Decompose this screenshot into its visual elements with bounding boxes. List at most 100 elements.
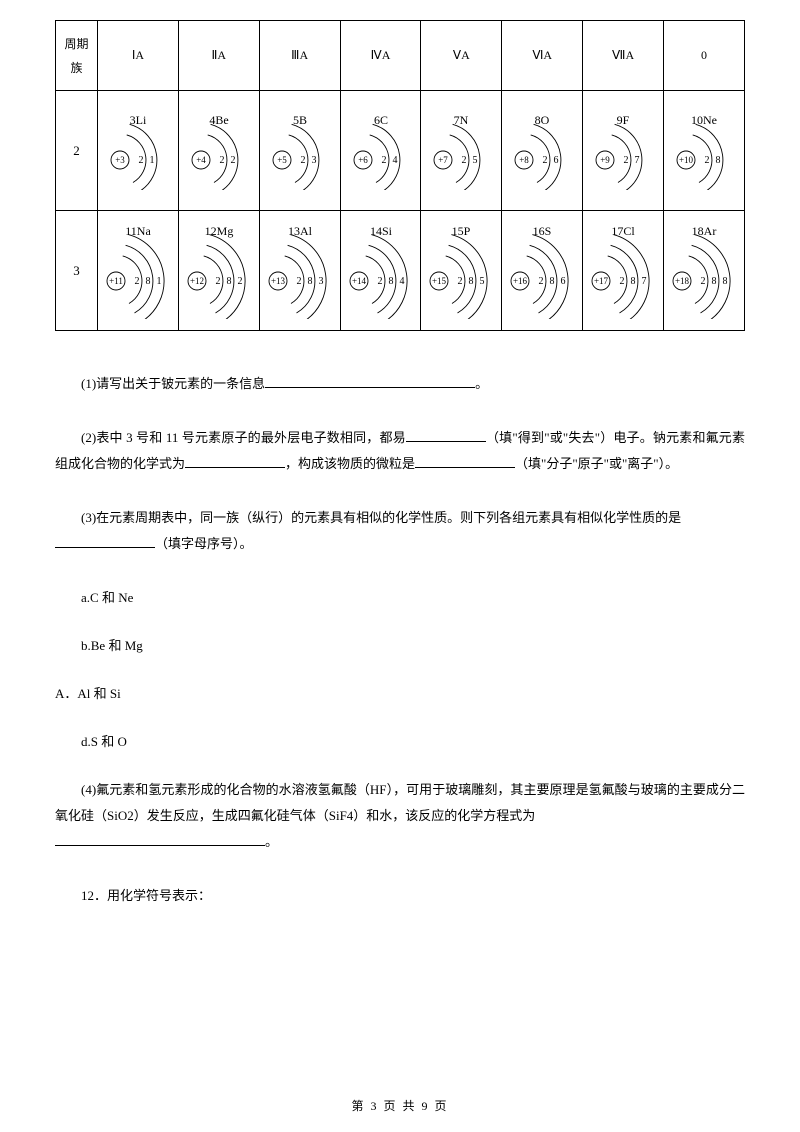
- svg-text:2: 2: [462, 155, 467, 166]
- element-cell: 16S +16 286: [502, 211, 583, 331]
- svg-text:2: 2: [539, 276, 544, 287]
- svg-text:+9: +9: [600, 155, 610, 165]
- group-header: ⅦA: [583, 21, 664, 91]
- svg-text:+10: +10: [679, 155, 694, 165]
- blank: [265, 375, 475, 388]
- svg-text:4: 4: [392, 155, 397, 166]
- atom-diagram: 6C +6 24: [345, 112, 417, 190]
- atom-diagram: 5B +5 23: [264, 112, 336, 190]
- svg-text:+3: +3: [115, 155, 125, 165]
- header-corner: 周期 族: [56, 21, 98, 91]
- svg-text:+16: +16: [513, 276, 528, 286]
- group-header: ⅣA: [340, 21, 421, 91]
- svg-text:2: 2: [138, 155, 143, 166]
- svg-text:6C: 6C: [373, 113, 387, 127]
- svg-text:7: 7: [642, 276, 647, 287]
- svg-text:+17: +17: [594, 276, 609, 286]
- svg-text:5: 5: [480, 276, 485, 287]
- svg-text:+5: +5: [277, 155, 287, 165]
- atom-diagram: 12Mg +12 282: [183, 223, 255, 319]
- svg-text:8: 8: [307, 276, 312, 287]
- element-cell: 6C +6 24: [340, 91, 421, 211]
- group-header: ⅢA: [259, 21, 340, 91]
- group-header: ⅡA: [178, 21, 259, 91]
- svg-text:+14: +14: [351, 276, 366, 286]
- svg-text:6: 6: [554, 155, 559, 166]
- svg-text:5B: 5B: [293, 113, 307, 127]
- question-1: (1)请写出关于铍元素的一条信息。: [55, 371, 745, 397]
- element-cell: 9F +9 27: [583, 91, 664, 211]
- atom-diagram: 10Ne +10 28: [668, 112, 740, 190]
- atom-diagram: 17Cl +17 287: [587, 223, 659, 319]
- svg-text:8: 8: [716, 155, 721, 166]
- atom-diagram: 8O +8 26: [506, 112, 578, 190]
- question-3-line1: (3)在元素周期表中，同一族（纵行）的元素具有相似的化学性质。则下列各组元素具有…: [55, 505, 745, 531]
- atom-diagram: 7N +7 25: [425, 112, 497, 190]
- element-cell: 18Ar +18 288: [664, 211, 745, 331]
- svg-text:2: 2: [237, 276, 242, 287]
- group-header: ⅠA: [98, 21, 179, 91]
- svg-text:8: 8: [145, 276, 150, 287]
- option-b: b.Be 和 Mg: [55, 633, 745, 659]
- element-cell: 10Ne +10 28: [664, 91, 745, 211]
- svg-text:6: 6: [561, 276, 566, 287]
- svg-text:11Na: 11Na: [125, 224, 151, 238]
- group-header: 0: [664, 21, 745, 91]
- svg-text:17Cl: 17Cl: [611, 224, 635, 238]
- element-cell: 17Cl +17 287: [583, 211, 664, 331]
- option-c: A．Al 和 Si: [55, 681, 745, 707]
- svg-text:2: 2: [230, 155, 235, 166]
- svg-text:2: 2: [300, 155, 305, 166]
- group-header: ⅤA: [421, 21, 502, 91]
- svg-text:2: 2: [219, 155, 224, 166]
- svg-text:3: 3: [311, 155, 316, 166]
- page-footer: 第 3 页 共 9 页: [0, 1097, 800, 1114]
- blank: [55, 535, 155, 548]
- svg-text:8: 8: [226, 276, 231, 287]
- group-header: ⅥA: [502, 21, 583, 91]
- atom-diagram: 9F +9 27: [587, 112, 659, 190]
- period-row: 2 3Li +3 21 4Be +4 22 5B +5 23 6C +6 24 …: [56, 91, 745, 211]
- element-cell: 15P +15 285: [421, 211, 502, 331]
- option-d: d.S 和 O: [55, 729, 745, 755]
- atom-diagram: 11Na +11 281: [102, 223, 174, 319]
- question-4: (4)氟元素和氢元素形成的化合物的水溶液氢氟酸（HF），可用于玻璃雕刻，其主要原…: [55, 777, 745, 829]
- element-cell: 8O +8 26: [502, 91, 583, 211]
- svg-text:2: 2: [296, 276, 301, 287]
- atom-diagram: 3Li +3 21: [102, 112, 174, 190]
- question-3-line2: （填字母序号）。: [55, 531, 745, 557]
- svg-text:+12: +12: [190, 276, 204, 286]
- svg-text:7: 7: [635, 155, 640, 166]
- svg-text:2: 2: [458, 276, 463, 287]
- svg-text:2: 2: [543, 155, 548, 166]
- element-cell: 3Li +3 21: [98, 91, 179, 211]
- atom-diagram: 4Be +4 22: [183, 112, 255, 190]
- svg-text:+11: +11: [109, 276, 123, 286]
- option-a: a.C 和 Ne: [55, 585, 745, 611]
- element-cell: 13Al +13 283: [259, 211, 340, 331]
- element-cell: 11Na +11 281: [98, 211, 179, 331]
- element-cell: 14Si +14 284: [340, 211, 421, 331]
- svg-text:+18: +18: [675, 276, 690, 286]
- atom-diagram: 14Si +14 284: [345, 223, 417, 319]
- blank: [406, 429, 486, 442]
- svg-text:+7: +7: [439, 155, 449, 165]
- header-row: 周期 族 ⅠAⅡAⅢAⅣAⅤAⅥAⅦA0: [56, 21, 745, 91]
- element-cell: 4Be +4 22: [178, 91, 259, 211]
- blank: [415, 455, 515, 468]
- svg-text:4: 4: [399, 276, 404, 287]
- svg-text:2: 2: [134, 276, 139, 287]
- blank: [185, 455, 285, 468]
- svg-text:+6: +6: [358, 155, 368, 165]
- atom-diagram: 18Ar +18 288: [668, 223, 740, 319]
- svg-text:8: 8: [631, 276, 636, 287]
- svg-text:2: 2: [701, 276, 706, 287]
- svg-text:+4: +4: [196, 155, 206, 165]
- svg-text:8: 8: [712, 276, 717, 287]
- svg-text:8: 8: [723, 276, 728, 287]
- svg-text:14Si: 14Si: [369, 224, 392, 238]
- period-number: 2: [56, 91, 98, 211]
- svg-text:8: 8: [550, 276, 555, 287]
- period-row: 3 11Na +11 281 12Mg +12 282 13Al +13 283…: [56, 211, 745, 331]
- blank: [55, 833, 265, 846]
